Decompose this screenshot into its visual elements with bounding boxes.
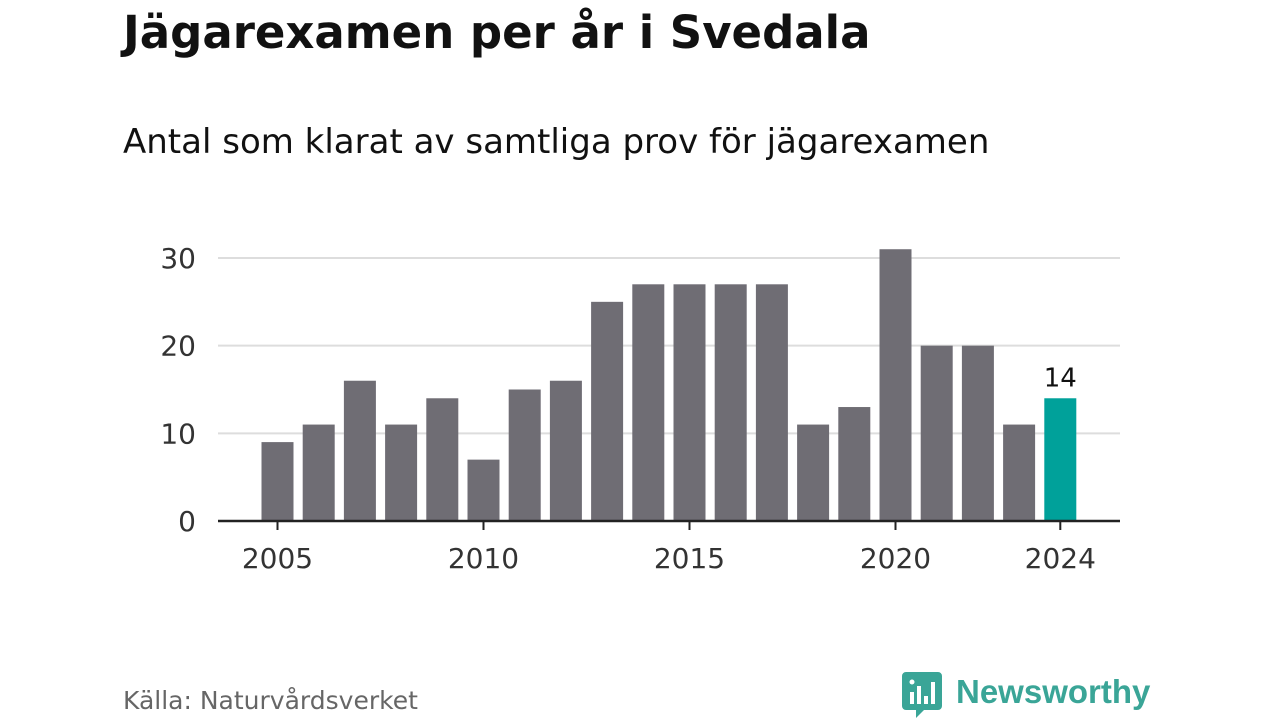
chart-subtitle: Antal som klarat av samtliga prov för jä… (123, 122, 990, 162)
bar-2024 (1044, 398, 1077, 521)
y-tick-label: 30 (160, 242, 196, 275)
bars (261, 249, 1077, 521)
bar-2020 (879, 249, 912, 521)
source-note: Källa: Naturvårdsverket (123, 686, 418, 715)
data-labels: 14 (1044, 363, 1077, 393)
bar-2012 (549, 380, 582, 521)
bar-2007 (343, 380, 376, 521)
bar-2005 (261, 442, 294, 521)
bar-2016 (714, 284, 747, 521)
bar-2009 (426, 398, 459, 521)
bar-2010 (467, 459, 500, 521)
bar-2022 (961, 345, 994, 521)
bar-2015 (673, 284, 706, 521)
y-axis-ticks: 0 10 20 30 (160, 242, 196, 538)
bar-2021 (920, 345, 953, 521)
x-tick-label: 2015 (654, 542, 725, 575)
bar-2006 (302, 424, 335, 521)
bar-2018 (797, 424, 830, 521)
newsworthy-logo-icon (902, 672, 942, 718)
y-tick-label: 0 (178, 505, 196, 538)
bar-2014 (632, 284, 665, 521)
data-label-highlight: 14 (1044, 363, 1077, 393)
x-tick-label: 2024 (1025, 542, 1096, 575)
y-tick-label: 20 (160, 330, 196, 363)
brand-name: Newsworthy (956, 673, 1151, 710)
bar-2019 (838, 407, 871, 521)
bar-2011 (508, 389, 541, 521)
x-tick-label: 2020 (860, 542, 931, 575)
x-tick-label: 2010 (448, 542, 519, 575)
bar-2008 (385, 424, 418, 521)
brand-logo: Newsworthy (902, 670, 1150, 720)
y-tick-label: 10 (160, 417, 196, 450)
x-axis: 2005 2010 2015 2020 2024 (218, 519, 1120, 575)
bar-2013 (591, 301, 624, 521)
bar-chart: 0 10 20 30 2005 2010 2015 2020 2024 14 (160, 242, 1120, 575)
page-title: Jägarexamen per år i Svedala (123, 6, 871, 59)
bar-2017 (755, 284, 788, 521)
bar-2023 (1003, 424, 1036, 521)
x-tick-label: 2005 (242, 542, 313, 575)
